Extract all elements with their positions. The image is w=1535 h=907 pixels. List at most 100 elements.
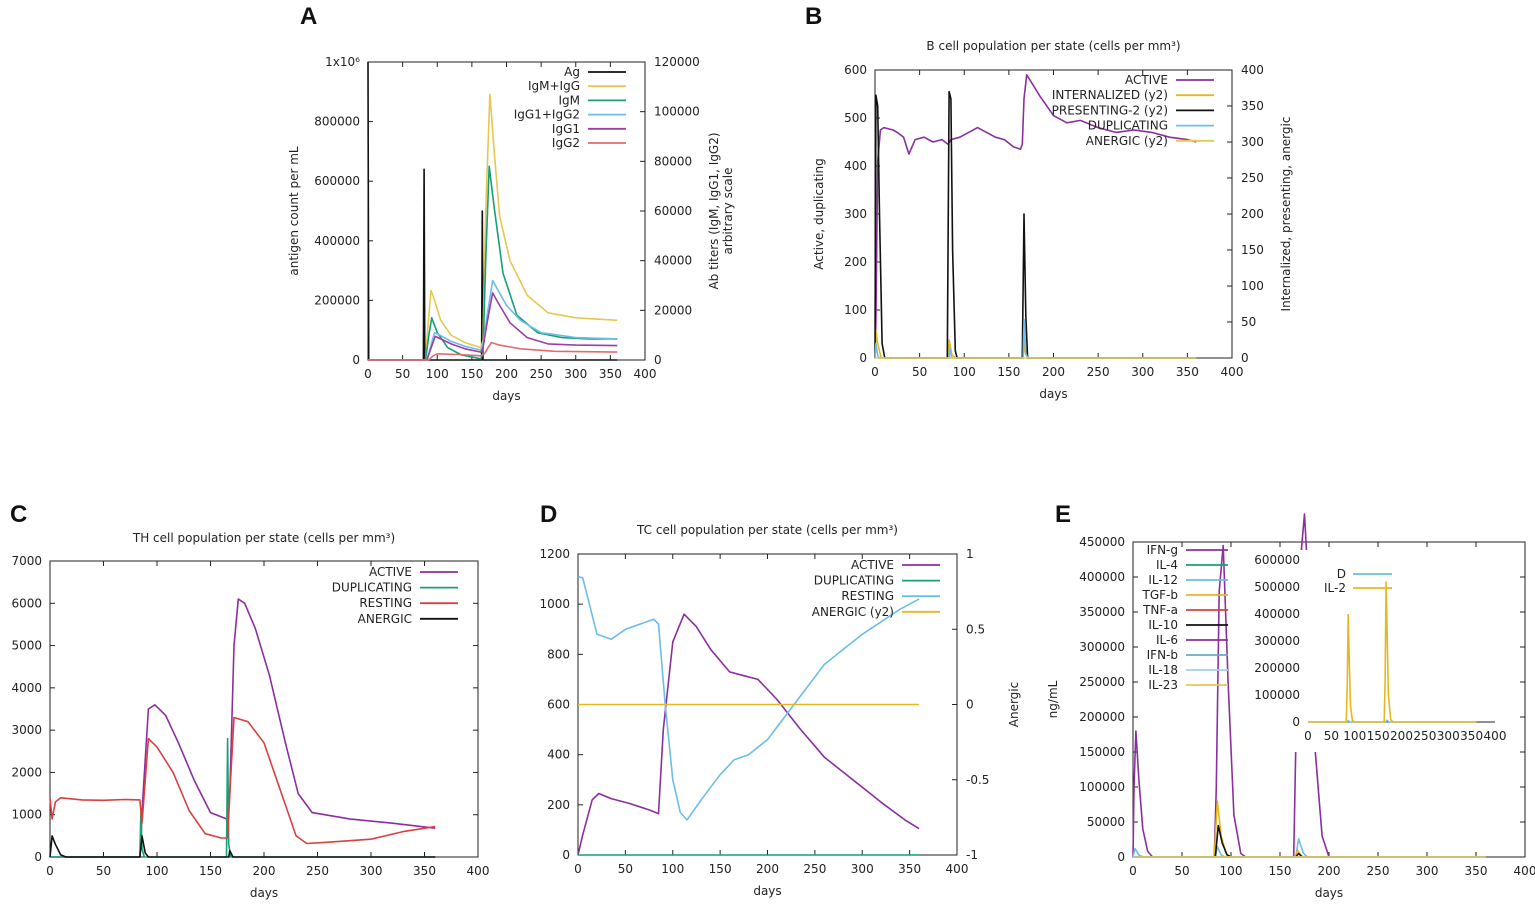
x-tick-label: 0 <box>871 365 879 379</box>
y-tick-label: 300 <box>844 207 867 221</box>
x-tick-label: 200 <box>1042 365 1065 379</box>
series-line-resting <box>49 716 436 845</box>
x-tick-label: 150 <box>199 864 222 878</box>
x-tick-label: 150 <box>1269 864 1292 878</box>
panel-label-E: E <box>1055 501 1071 528</box>
y-tick-label: 400 <box>844 159 867 173</box>
series-line-resting <box>577 575 920 821</box>
y-tick-label: 800000 <box>314 115 360 129</box>
x-tick-label: 350 <box>413 864 436 878</box>
inset-y-tick-label: 400000 <box>1254 607 1300 621</box>
x-axis-label: days <box>492 389 520 403</box>
y2-tick-label: 200 <box>1241 207 1264 221</box>
y2-tick-label: 400 <box>1241 63 1264 77</box>
inset-x-tick-label: 150 <box>1367 729 1390 743</box>
x-tick-label: 250 <box>306 864 329 878</box>
legend-entry: IL-6 <box>1156 633 1178 647</box>
x-axis-label: days <box>250 886 278 900</box>
series-line-anergic <box>49 835 436 858</box>
x-axis-label: days <box>1039 387 1067 401</box>
legend-entry: IFN-b <box>1147 648 1178 662</box>
y-tick-label: 100000 <box>1079 780 1125 794</box>
y-tick-label: 600 <box>844 63 867 77</box>
inset-series-line-il-2 <box>1308 581 1477 723</box>
legend-entry: IL-10 <box>1148 618 1178 632</box>
y2-tick-label: 250 <box>1241 171 1264 185</box>
y2-tick-label: 40000 <box>654 254 692 268</box>
x-tick-label: 350 <box>898 862 921 876</box>
inset-x-tick-label: 0 <box>1304 729 1312 743</box>
y-tick-label: 3000 <box>11 723 42 737</box>
y2-tick-label: 60000 <box>654 204 692 218</box>
legend-entry: IFN-g <box>1147 543 1178 557</box>
inset-x-tick-label: 200 <box>1390 729 1413 743</box>
legend-entry: IL-4 <box>1156 558 1178 572</box>
x-tick-label: 150 <box>460 367 483 381</box>
inset-x-tick-label: 300 <box>1437 729 1460 743</box>
y-tick-label: 400 <box>547 748 570 762</box>
legend-entry: IL-12 <box>1148 573 1178 587</box>
chart-title: B cell population per state (cells per m… <box>926 39 1180 53</box>
x-tick-label: 250 <box>1367 864 1390 878</box>
y-tick-label: 250000 <box>1079 675 1125 689</box>
y-tick-label: 7000 <box>11 554 42 568</box>
x-tick-label: 50 <box>618 862 633 876</box>
inset-legend-entry: IL-2 <box>1324 581 1346 595</box>
y-tick-label: 350000 <box>1079 605 1125 619</box>
legend-entry: IL-23 <box>1148 678 1178 692</box>
series-line-active <box>50 598 436 858</box>
y-axis-label: antigen count per mL <box>287 146 301 276</box>
series-line-active <box>577 613 920 856</box>
y-tick-label: 400000 <box>314 234 360 248</box>
panel-B: B B cell population per state (cells per … <box>805 3 1293 401</box>
legend-entry: ANERGIC <box>358 612 412 626</box>
y-tick-label: 2000 <box>11 765 42 779</box>
x-tick-label: 200 <box>253 864 276 878</box>
y-tick-label: 0 <box>562 848 570 862</box>
legend-entry: RESTING <box>359 596 412 610</box>
y-tick-label: 0 <box>1117 850 1125 864</box>
y2-axis-label: Internalized, presenting, anergic <box>1279 117 1293 312</box>
y2-axis-label: arbitrary scale <box>721 168 735 255</box>
inset-x-tick-label: 250 <box>1413 729 1436 743</box>
x-axis-label: days <box>1315 886 1343 900</box>
x-tick-label: 0 <box>574 862 582 876</box>
y-tick-label: 800 <box>547 647 570 661</box>
legend-entry: IL-18 <box>1148 663 1178 677</box>
y-tick-label: 150000 <box>1079 745 1125 759</box>
series-line-duplicating <box>874 318 1197 359</box>
panel-D: D TC cell population per state (cells per… <box>539 501 1021 898</box>
x-tick-label: 50 <box>96 864 111 878</box>
y-tick-label: 0 <box>859 351 867 365</box>
x-tick-label: 400 <box>467 864 490 878</box>
y-tick-label: 200000 <box>1079 710 1125 724</box>
inset-x-tick-label: 400 <box>1484 729 1507 743</box>
panel-label-A: A <box>300 3 317 30</box>
legend-entry: IgG1+IgG2 <box>514 108 580 122</box>
x-tick-label: 100 <box>146 864 169 878</box>
x-tick-label: 150 <box>997 365 1020 379</box>
legend-entry: DUPLICATING <box>332 581 412 595</box>
y2-tick-label: 150 <box>1241 243 1264 257</box>
series-line-igg1 <box>368 292 618 361</box>
panel-A: A0 50 100 150 200 250 300 350 400days02000004000… <box>287 3 735 403</box>
inset-legend-entry: D <box>1337 567 1346 581</box>
y2-tick-label: -1 <box>966 848 978 862</box>
x-tick-label: 50 <box>912 365 927 379</box>
y-tick-label: 100 <box>844 303 867 317</box>
x-tick-label: 350 <box>599 367 622 381</box>
x-tick-label: 100 <box>953 365 976 379</box>
y-axis-label: ng/mL <box>1046 680 1060 718</box>
x-tick-label: 250 <box>1087 365 1110 379</box>
legend-entry: RESTING <box>841 589 894 603</box>
inset-y-tick-label: 100000 <box>1254 688 1300 702</box>
legend-entry: DUPLICATING <box>814 574 894 588</box>
y-tick-label: 300000 <box>1079 640 1125 654</box>
y2-tick-label: 350 <box>1241 99 1264 113</box>
legend-entry: TNF-a <box>1142 603 1178 617</box>
x-tick-label: 400 <box>634 367 657 381</box>
legend-entry: IgM <box>558 93 580 107</box>
legend-entry: ANERGIC (y2) <box>812 605 894 619</box>
y2-axis-label: Ab titers (IgM, IgG1, IgG2) <box>707 132 721 289</box>
